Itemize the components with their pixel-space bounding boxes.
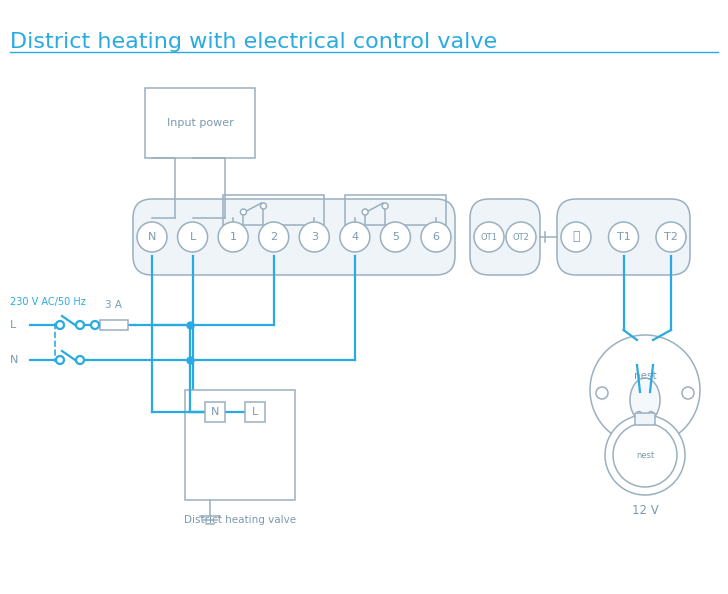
Circle shape [636, 412, 641, 416]
Text: nest: nest [636, 450, 654, 460]
Text: T2: T2 [664, 232, 678, 242]
Text: ⏚: ⏚ [572, 230, 579, 244]
Circle shape [56, 356, 64, 364]
Text: L: L [252, 407, 258, 417]
Circle shape [605, 415, 685, 495]
Text: N: N [211, 407, 219, 417]
Circle shape [506, 222, 536, 252]
FancyBboxPatch shape [470, 199, 540, 275]
Circle shape [613, 423, 677, 487]
Ellipse shape [630, 378, 660, 422]
Circle shape [382, 203, 388, 209]
Circle shape [474, 222, 504, 252]
Text: 12 V: 12 V [632, 504, 658, 517]
Circle shape [178, 222, 207, 252]
Circle shape [340, 222, 370, 252]
Text: N: N [10, 355, 18, 365]
Bar [223, 195, 324, 225]
Bar [185, 390, 295, 500]
Bar [145, 88, 255, 158]
Circle shape [76, 356, 84, 364]
Circle shape [299, 222, 329, 252]
FancyBboxPatch shape [557, 199, 690, 275]
Text: N: N [148, 232, 157, 242]
FancyBboxPatch shape [133, 199, 455, 275]
Circle shape [258, 222, 289, 252]
Bar [345, 195, 446, 225]
Circle shape [561, 222, 591, 252]
Circle shape [56, 321, 64, 329]
Circle shape [137, 222, 167, 252]
Text: OT2: OT2 [513, 232, 529, 242]
Bar [205, 402, 225, 422]
Text: 1: 1 [229, 232, 237, 242]
Circle shape [609, 222, 638, 252]
Text: T1: T1 [617, 232, 630, 242]
Text: 5: 5 [392, 232, 399, 242]
Circle shape [421, 222, 451, 252]
Text: District heating valve: District heating valve [184, 515, 296, 525]
Circle shape [590, 335, 700, 445]
FancyBboxPatch shape [635, 413, 655, 425]
Circle shape [656, 222, 686, 252]
Text: L: L [10, 320, 16, 330]
Text: Input power: Input power [167, 118, 234, 128]
Circle shape [218, 222, 248, 252]
Circle shape [362, 209, 368, 215]
Bar [100, 320, 128, 330]
Circle shape [76, 321, 84, 329]
Text: 3: 3 [311, 232, 318, 242]
Circle shape [596, 387, 608, 399]
Text: 3 A: 3 A [105, 300, 122, 310]
Circle shape [682, 387, 694, 399]
Text: L: L [189, 232, 196, 242]
Bar [245, 402, 265, 422]
Text: 6: 6 [432, 232, 440, 242]
Circle shape [649, 412, 654, 416]
Text: 230 V AC/50 Hz: 230 V AC/50 Hz [10, 297, 86, 307]
Circle shape [91, 321, 99, 329]
Text: 4: 4 [352, 232, 358, 242]
Circle shape [240, 209, 247, 215]
Text: 2: 2 [270, 232, 277, 242]
Text: District heating with electrical control valve: District heating with electrical control… [10, 32, 497, 52]
Circle shape [381, 222, 411, 252]
Text: OT1: OT1 [480, 232, 497, 242]
Text: nest: nest [633, 371, 657, 381]
Circle shape [261, 203, 266, 209]
